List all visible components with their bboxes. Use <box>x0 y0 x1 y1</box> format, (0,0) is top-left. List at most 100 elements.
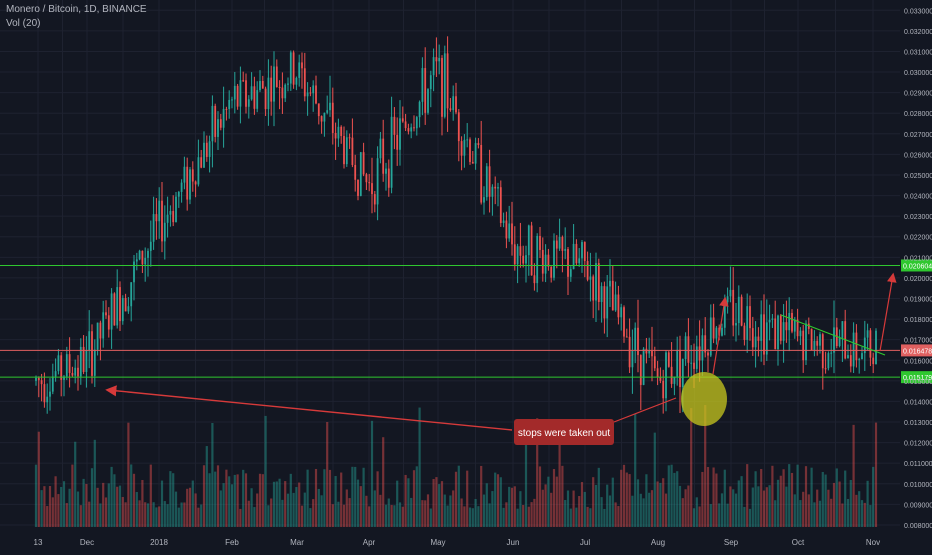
chart-title: Monero / Bitcoin, 1D, BINANCE <box>6 4 147 15</box>
volume-bar <box>606 484 609 527</box>
candle-body <box>695 346 698 369</box>
volume-bar <box>592 477 595 527</box>
candle-body <box>662 380 665 399</box>
volume-bar <box>261 474 264 527</box>
volume-bar <box>536 418 539 527</box>
candle-body <box>345 137 348 165</box>
volume-bar <box>37 431 40 527</box>
candle-body <box>754 336 757 348</box>
volume-bar <box>312 499 315 527</box>
candle-body <box>74 367 77 376</box>
candle-body <box>79 346 82 377</box>
candle-body <box>259 80 261 91</box>
volume-bar <box>376 471 379 527</box>
volume-bar <box>471 508 474 527</box>
candle-body <box>387 168 390 188</box>
candle-body <box>253 86 256 109</box>
candle-body <box>303 68 306 97</box>
volume-bar <box>846 498 850 527</box>
volume-bar <box>550 492 553 527</box>
candle-body <box>429 75 432 90</box>
volume-bar <box>186 488 189 527</box>
volume-bar <box>440 481 444 527</box>
candle-body <box>306 92 309 97</box>
callout-connector <box>613 397 677 423</box>
volume-bar <box>51 497 54 527</box>
volume-bar <box>284 481 287 527</box>
volume-bar <box>516 508 519 527</box>
volume-bar <box>82 478 85 527</box>
candle-body <box>471 161 474 164</box>
candle-body <box>827 353 830 369</box>
volume-bar <box>746 464 749 527</box>
candle-body <box>575 243 578 264</box>
candle-body <box>729 289 732 297</box>
candle-body <box>757 336 760 341</box>
candle-body <box>194 181 197 185</box>
volume-bar <box>460 498 463 527</box>
volume-bar <box>628 474 631 527</box>
candle-body <box>54 371 57 377</box>
volume-bar <box>295 487 298 527</box>
stop-hunt-highlight <box>681 372 727 426</box>
candle-body <box>222 108 225 128</box>
candle-body <box>217 119 219 137</box>
volume-bar <box>620 469 623 527</box>
volume-bar <box>799 500 802 527</box>
candle-body <box>317 103 320 117</box>
candle-body <box>494 186 497 189</box>
candle-body <box>373 194 376 205</box>
candle-body <box>435 57 438 62</box>
candle-body <box>681 359 684 388</box>
candle-body <box>712 317 715 339</box>
candle-body <box>634 327 637 351</box>
candle-body <box>603 286 606 319</box>
candle-body <box>362 152 365 175</box>
volume-bar <box>468 507 472 527</box>
volume-bar <box>734 493 738 527</box>
volume-bar <box>331 504 334 527</box>
candle-body <box>278 86 281 88</box>
volume-bar <box>183 502 186 527</box>
volume-bar <box>99 503 102 527</box>
volume-indicator-label: Vol (20) <box>6 18 41 29</box>
x-tick-label: May <box>430 538 445 547</box>
level-price-label-bg <box>901 259 932 272</box>
volume-bar <box>869 505 872 527</box>
candle-body <box>735 323 737 326</box>
y-tick-label: 0.017000 <box>904 338 932 345</box>
volume-bar <box>866 480 869 527</box>
candle-body <box>35 377 37 381</box>
volume-bar <box>648 492 651 527</box>
candle-body <box>709 317 712 356</box>
x-tick-label: 13 <box>34 538 43 547</box>
volume-bar <box>827 489 830 527</box>
volume-bar <box>477 506 480 527</box>
volume-bar <box>505 502 508 527</box>
candle-body <box>85 349 88 372</box>
candle-body <box>124 298 127 312</box>
volume-bar <box>485 483 488 527</box>
candle-body <box>821 334 824 369</box>
volume-bar <box>65 503 68 527</box>
volume-bar <box>684 489 687 527</box>
candle-body <box>166 214 169 223</box>
volume-bar <box>130 464 133 527</box>
candle-body <box>141 250 144 265</box>
candle-body <box>852 332 855 367</box>
candle-body <box>158 200 161 222</box>
candle-body <box>396 134 399 150</box>
y-tick-label: 0.022000 <box>904 235 932 242</box>
volume-bar <box>188 487 192 527</box>
volume-bar <box>544 484 547 527</box>
candle-body <box>746 306 749 340</box>
volume-bar <box>541 489 544 527</box>
candle-body <box>516 246 519 265</box>
candle-body <box>250 86 253 100</box>
candle-body <box>491 186 494 197</box>
volume-bar <box>617 506 620 527</box>
candle-body <box>723 302 726 328</box>
